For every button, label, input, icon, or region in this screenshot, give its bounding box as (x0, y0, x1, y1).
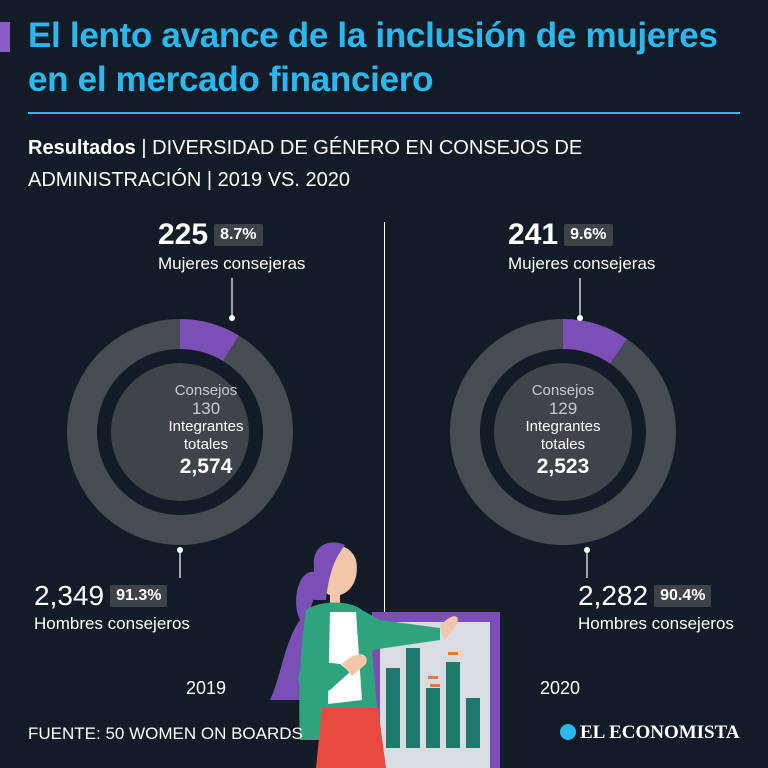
men-count-2019: 2,349 (34, 580, 105, 611)
year-divider (384, 222, 385, 742)
total-2019: 2,574 (179, 455, 233, 478)
center-2020: Consejos 129 Integrantes totales 2,523 (503, 382, 623, 480)
women-count-2020: 241 (508, 218, 559, 251)
title-accent-bar (0, 22, 10, 52)
green-sleeve (298, 660, 350, 693)
brand-name: EL ECONOMISTA (580, 722, 740, 743)
integrantes-label-2020: Integrantes totales (525, 418, 601, 453)
hair-front (313, 542, 345, 600)
tick-illus-1 (428, 676, 438, 679)
year-2020: 2020 (540, 678, 581, 698)
center-2019: Consejos 130 Integrantes totales 2,574 (146, 382, 266, 480)
donut-2019 (66, 319, 293, 545)
women-count-2019: 225 (158, 218, 209, 251)
women-stat-2020: 241 9.6% Mujeres consejeras (508, 218, 655, 274)
consejos-label-2019: Consejos (174, 382, 238, 399)
bar-illus-1 (386, 668, 400, 748)
bar-illus-5 (466, 698, 480, 748)
women-pct-2019: 8.7% (214, 224, 263, 246)
brand-icon (560, 724, 576, 740)
hair-back (270, 571, 322, 700)
center-disc-2020 (494, 363, 632, 501)
tick-illus-2 (448, 652, 458, 655)
integrantes-label-2019: Integrantes totales (168, 418, 244, 453)
bar-illus-4 (446, 662, 460, 748)
brand-logo: EL ECONOMISTA (560, 722, 740, 744)
bar-illus-2 (406, 648, 420, 748)
leader-dot-men-2019 (177, 547, 183, 553)
tick-illus-3 (430, 684, 440, 687)
men-stat-2019: 2,349 91.3% Hombres consejeros (34, 580, 190, 634)
leader-dot-men-2020 (584, 547, 590, 553)
women-label-2019: Mujeres consejeras (158, 254, 306, 273)
year-2019: 2019 (186, 678, 227, 698)
women-slice-2019 (180, 319, 239, 362)
red-pants (316, 708, 386, 768)
page-title: El lento avance de la inclusión de mujer… (28, 16, 718, 99)
subtitle-rest: | DIVERSIDAD DE GÉNERO EN CONSEJOS DE AD… (28, 137, 583, 191)
hand (440, 616, 458, 640)
consejos-label-2020: Consejos (531, 382, 595, 399)
men-label-2020: Hombres consejeros (578, 614, 734, 633)
center-disc-2019 (111, 363, 249, 501)
men-pct-2019: 91.3% (110, 585, 168, 607)
woman-presenter-illustration (270, 542, 458, 768)
total-2020: 2,523 (536, 455, 590, 478)
bar-illus-3 (426, 688, 440, 748)
donut-2020 (449, 318, 676, 545)
men-stat-2020: 2,282 90.4% Hombres consejeros (578, 580, 734, 634)
title-rule (28, 112, 740, 114)
women-label-2020: Mujeres consejeras (508, 254, 656, 273)
women-slice-2020 (563, 319, 628, 364)
consejos-value-2019: 130 (191, 399, 221, 418)
leader-dot-women-2020 (577, 315, 583, 321)
source-note: FUENTE: 50 WOMEN ON BOARDS (28, 724, 303, 743)
subtitle: Resultados | DIVERSIDAD DE GÉNERO EN CON… (28, 132, 688, 196)
hand-2 (342, 654, 367, 676)
women-pct-2020: 9.6% (564, 224, 613, 246)
men-label-2019: Hombres consejeros (34, 614, 190, 633)
leader-dot-women-2019 (229, 315, 235, 321)
men-pct-2020: 90.4% (654, 585, 712, 607)
men-count-2020: 2,282 (578, 580, 649, 611)
consejos-value-2020: 129 (548, 399, 578, 418)
neck (330, 594, 340, 608)
women-stat-2019: 225 8.7% Mujeres consejeras (158, 218, 305, 274)
subtitle-bold: Resultados (28, 137, 136, 159)
